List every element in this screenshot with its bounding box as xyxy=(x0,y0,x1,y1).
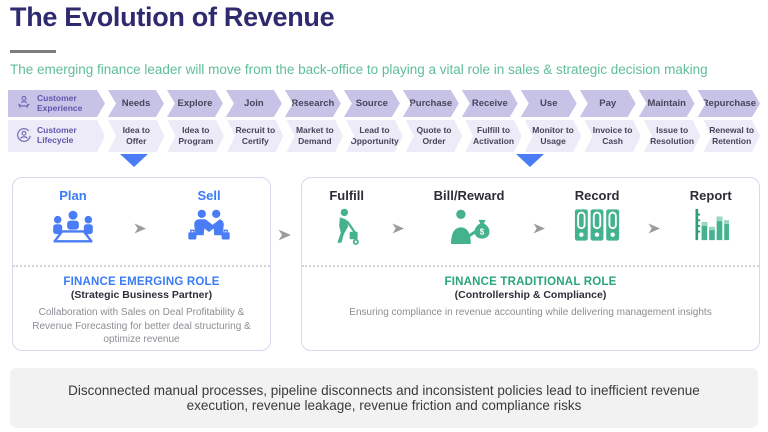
title-divider xyxy=(10,50,56,53)
meeting-icon xyxy=(50,208,96,249)
lifecycle-step: Invoice to Cash xyxy=(584,120,641,152)
stage-fulfill: Fulfill xyxy=(329,188,364,250)
risk-banner: Disconnected manual processes, pipeline … xyxy=(10,368,758,428)
lifecycle-step: Quote to Order xyxy=(406,120,463,152)
customer-experience-header: Customer Experience xyxy=(8,90,105,117)
experience-step: Research xyxy=(285,90,341,117)
lifecycle-step: Idea to Program xyxy=(168,120,225,152)
arrow-right-icon xyxy=(277,228,293,247)
stage-report: Report xyxy=(690,188,732,247)
stage-plan: Plan xyxy=(50,188,96,249)
finance-traditional-role-box: Fulfill Bill/Rewar xyxy=(301,177,760,351)
customer-lifecycle-icon xyxy=(16,127,32,146)
experience-step: Explore xyxy=(167,90,223,117)
pointer-down-icon xyxy=(120,154,148,167)
emerging-role-summary: FINANCE EMERGING ROLE (Strategic Busines… xyxy=(13,267,270,347)
customer-experience-label: Customer Experience xyxy=(37,92,83,113)
experience-step: Repurchase xyxy=(698,90,760,117)
experience-step: Use xyxy=(521,90,577,117)
experience-step: Purchase xyxy=(403,90,459,117)
arrow-right-icon xyxy=(647,222,662,240)
traditional-role-subtitle: (Controllership & Compliance) xyxy=(454,289,607,301)
experience-step: Join xyxy=(226,90,282,117)
handshake-icon xyxy=(185,208,233,249)
stage-title: Fulfill xyxy=(329,188,364,203)
lifecycle-step: Idea to Offer xyxy=(108,120,165,152)
stage-title: Sell xyxy=(197,188,221,203)
pointer-down-icon xyxy=(516,154,544,167)
lifecycle-step: Issue to Resolution xyxy=(644,120,701,152)
traditional-role-description: Ensuring compliance in revenue accountin… xyxy=(349,307,712,318)
svg-text:$: $ xyxy=(480,228,485,237)
customer-experience-icon xyxy=(16,94,32,113)
stage-bill-reward: Bill/Reward $ xyxy=(433,188,505,249)
traditional-stages: Fulfill Bill/Rewar xyxy=(302,178,759,267)
customer-journey: Customer Experience Needs Explore Join R… xyxy=(8,90,760,152)
emerging-role-subtitle: (Strategic Business Partner) xyxy=(70,289,213,301)
customer-lifecycle-row: Customer Lifecycle Idea to Offer Idea to… xyxy=(8,120,760,152)
page-title: The Evolution of Revenue xyxy=(10,2,335,32)
stage-title: Plan xyxy=(59,188,87,203)
emerging-role-description: Collaboration with Sales on Deal Profita… xyxy=(32,307,251,345)
money-bag-person-icon: $ xyxy=(447,208,491,249)
stage-title: Record xyxy=(574,188,620,203)
subtitle: The emerging finance leader will move fr… xyxy=(10,62,708,77)
delivery-trolley-icon xyxy=(332,208,362,250)
experience-step: Needs xyxy=(108,90,164,117)
lifecycle-step: Fulfill to Activation xyxy=(465,120,522,152)
stage-title: Bill/Reward xyxy=(433,188,505,203)
finance-emerging-role-box: Plan Sell xyxy=(12,177,271,351)
stage-record: Record xyxy=(574,188,620,247)
stage-sell: Sell xyxy=(185,188,233,249)
lifecycle-step: Renewal to Retention xyxy=(703,120,760,152)
lifecycle-step: Monitor to Usage xyxy=(525,120,582,152)
emerging-role-title: FINANCE EMERGING ROLE xyxy=(63,276,220,288)
lifecycle-step: Market to Demand xyxy=(287,120,344,152)
experience-step: Source xyxy=(344,90,400,117)
arrow-right-icon xyxy=(133,222,148,240)
customer-lifecycle-label: Customer Lifecycle xyxy=(37,125,77,145)
experience-step: Maintain xyxy=(639,90,695,117)
experience-step: Receive xyxy=(462,90,518,117)
binders-icon xyxy=(574,208,620,247)
stage-title: Report xyxy=(689,188,732,203)
arrow-right-icon xyxy=(532,222,547,240)
traditional-role-title: FINANCE TRADITIONAL ROLE xyxy=(444,276,617,288)
emerging-stages: Plan Sell xyxy=(13,178,270,267)
risk-banner-text: Disconnected manual processes, pipeline … xyxy=(68,383,700,413)
bar-chart-icon xyxy=(693,208,729,247)
traditional-role-summary: FINANCE TRADITIONAL ROLE (Controllership… xyxy=(302,267,759,320)
arrow-right-icon xyxy=(391,222,406,240)
lifecycle-step: Recruit to Certify xyxy=(227,120,284,152)
lifecycle-step: Lead to Opportunity xyxy=(346,120,403,152)
experience-step: Pay xyxy=(580,90,636,117)
customer-lifecycle-header: Customer Lifecycle xyxy=(8,120,105,152)
customer-experience-row: Customer Experience Needs Explore Join R… xyxy=(8,90,760,117)
